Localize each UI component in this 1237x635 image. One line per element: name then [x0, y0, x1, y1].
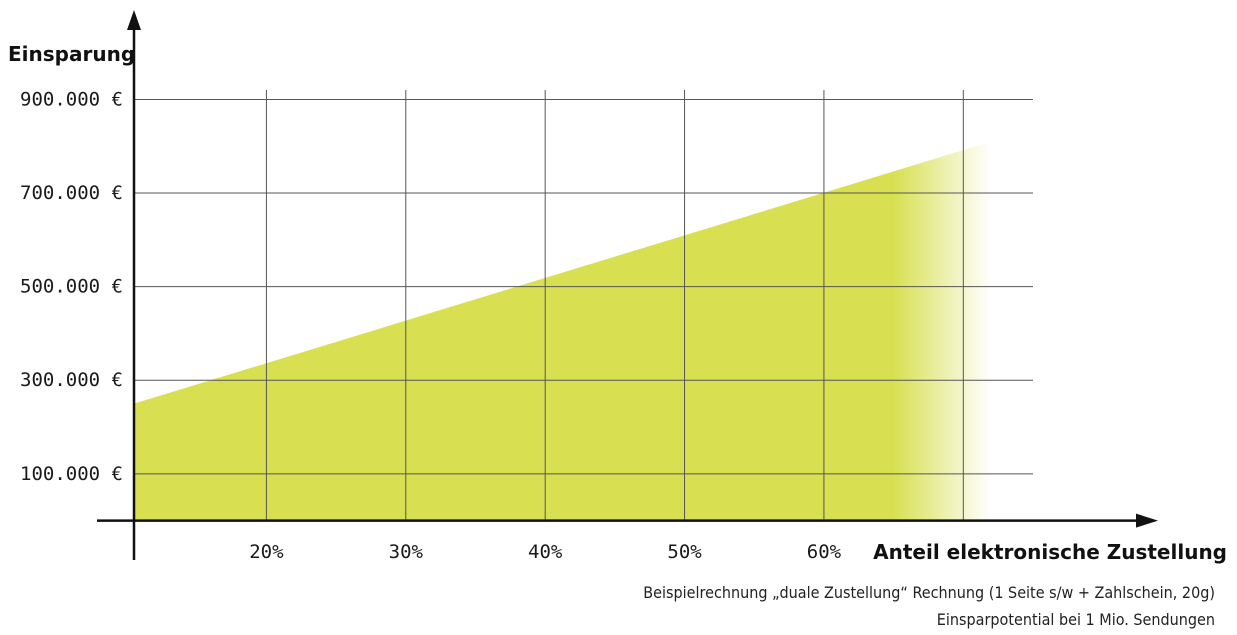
- x-tick-label: 40%: [528, 541, 563, 563]
- x-tick-label: 20%: [249, 541, 284, 563]
- x-tick-label: 60%: [807, 541, 842, 563]
- y-tick-label: 900.000 €: [20, 88, 123, 110]
- footnote-calculation: Beispielrechnung „duale Zustellung“ Rech…: [643, 583, 1215, 602]
- y-axis-title: Einsparung: [8, 42, 135, 66]
- x-tick-label: 30%: [389, 541, 424, 563]
- footnote-volume: Einsparpotential bei 1 Mio. Sendungen: [936, 610, 1215, 629]
- y-tick-label: 100.000 €: [20, 463, 123, 485]
- savings-area: [134, 141, 992, 521]
- x-axis-arrow: [1136, 513, 1158, 528]
- x-tick-label: 50%: [667, 541, 702, 563]
- y-tick-label: 300.000 €: [20, 369, 123, 391]
- x-axis-title: Anteil elektronische Zustellung: [873, 540, 1227, 564]
- y-tick-label: 500.000 €: [20, 276, 123, 298]
- y-tick-label: 700.000 €: [20, 182, 123, 204]
- y-axis-arrow: [127, 10, 141, 30]
